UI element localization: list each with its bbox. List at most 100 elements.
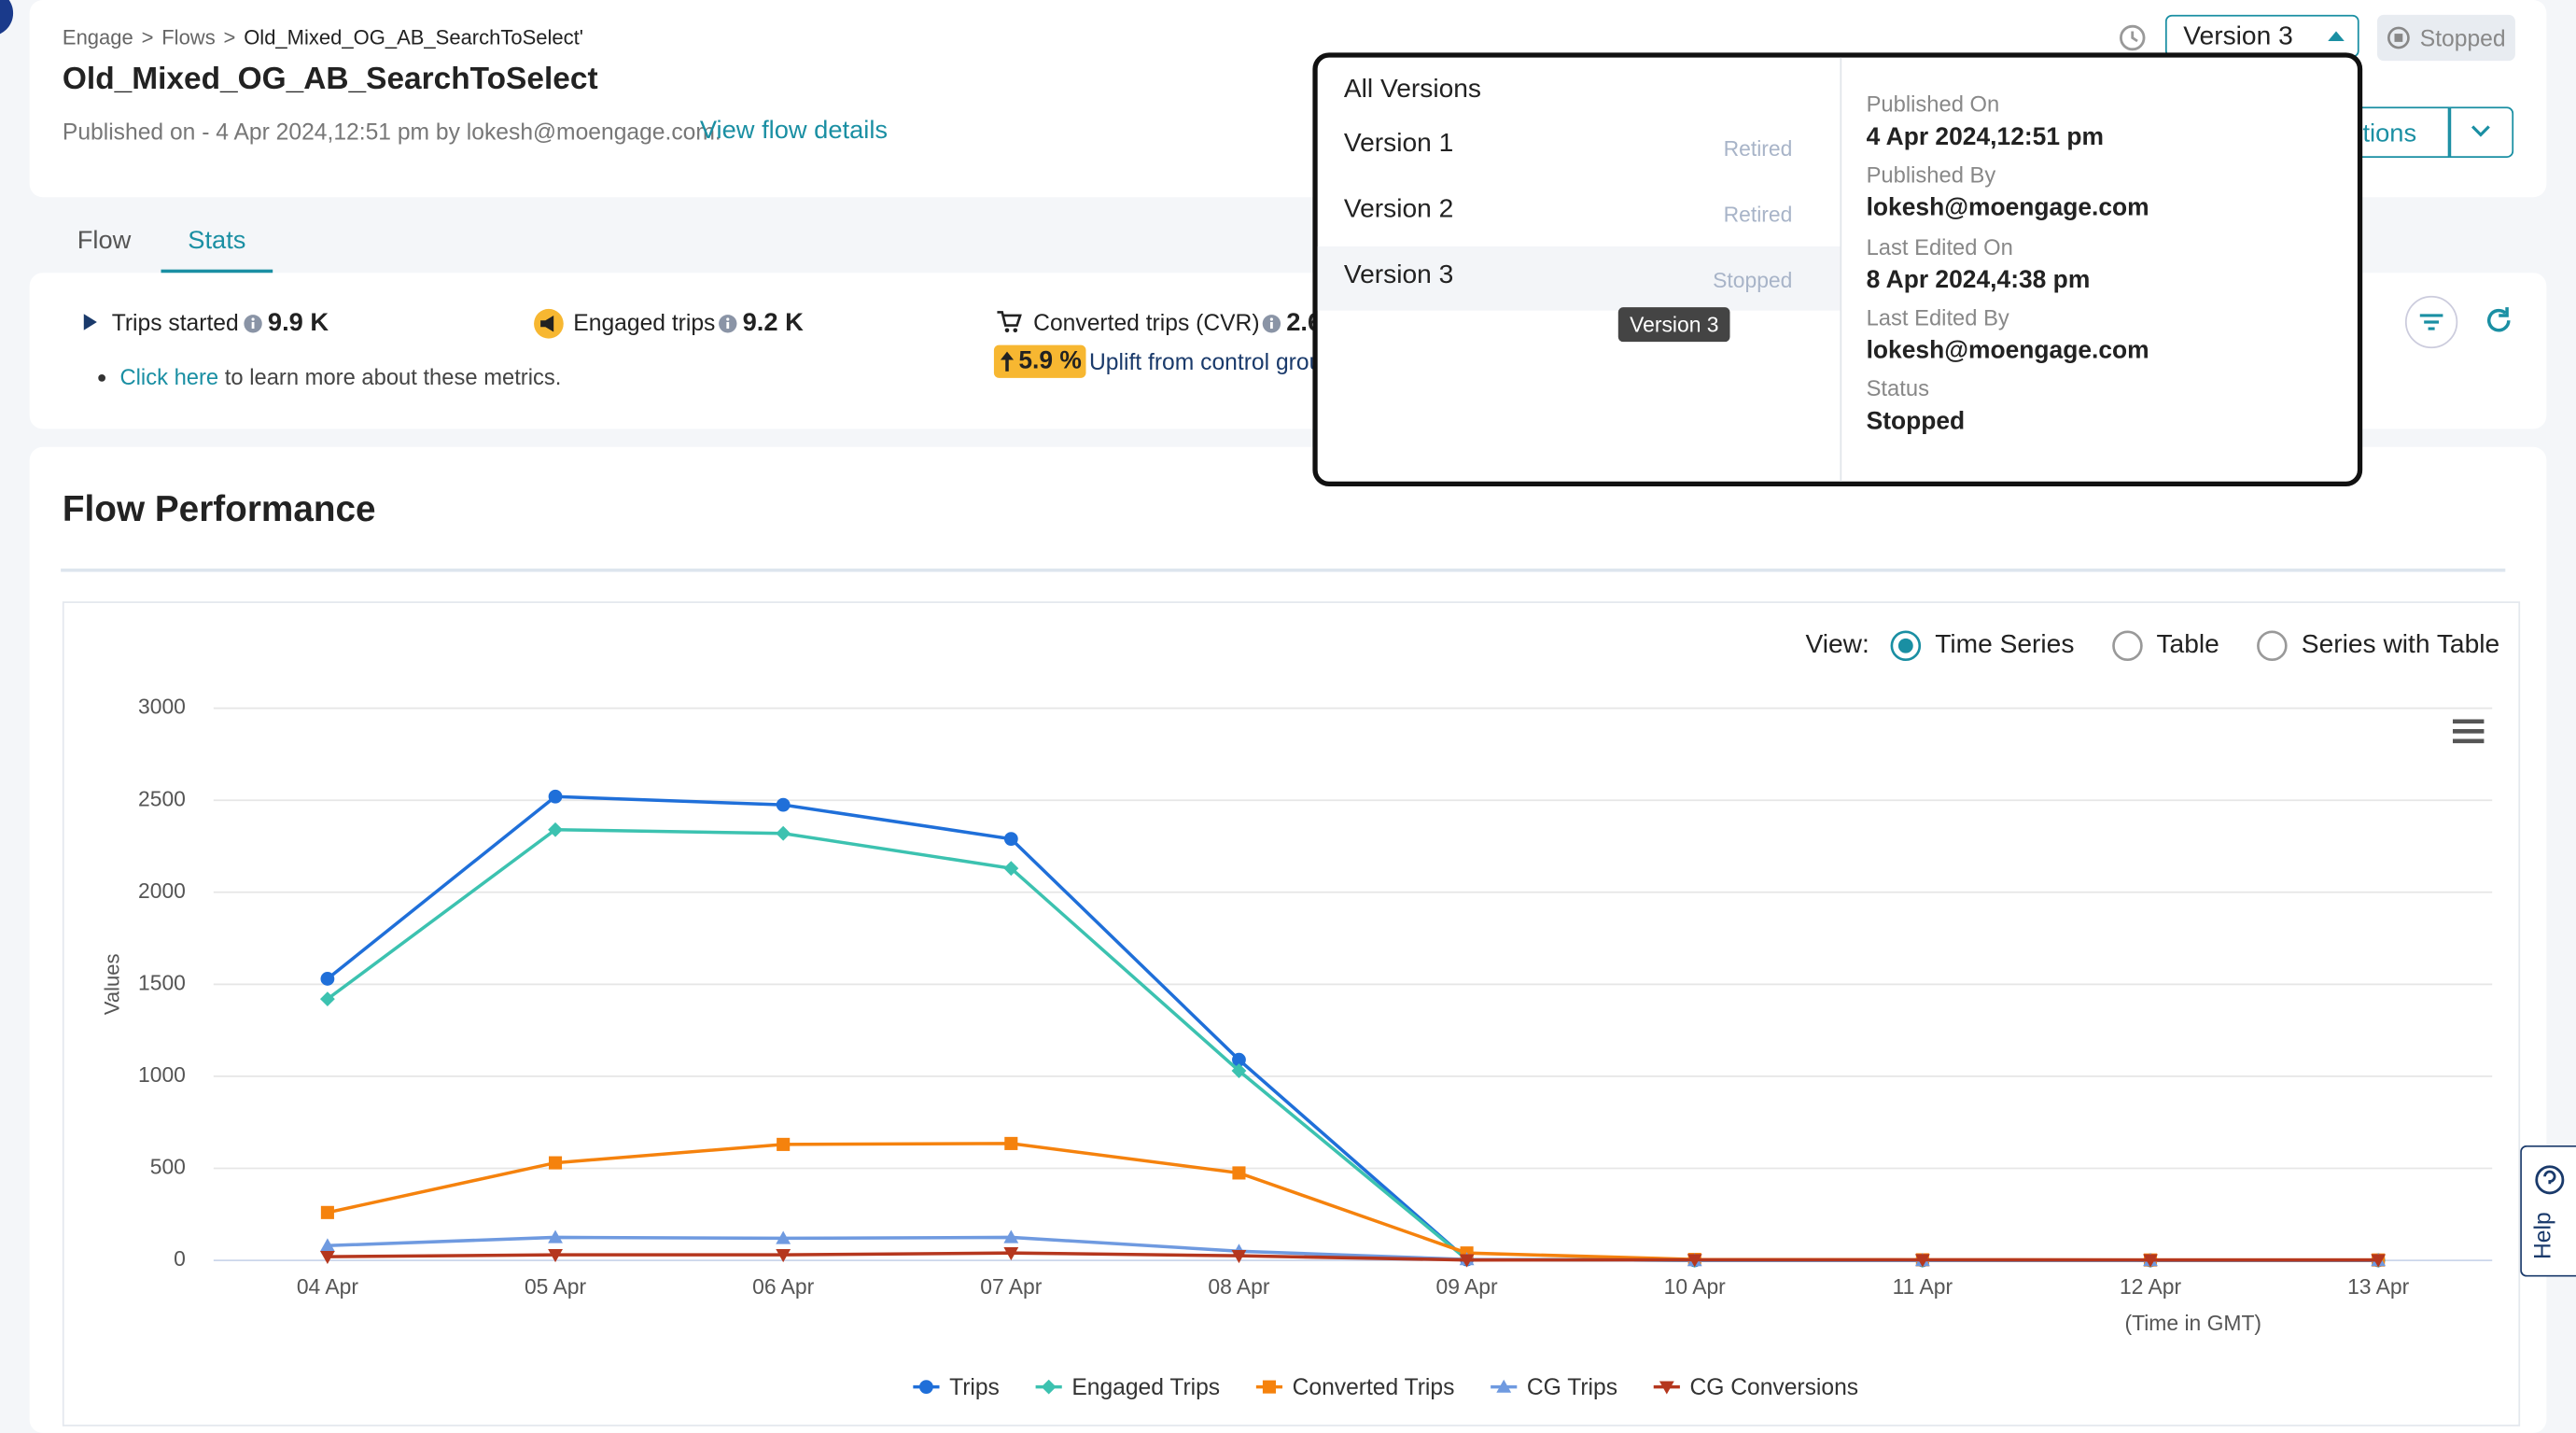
filter-button[interactable] <box>2403 294 2459 350</box>
view-option-label: Time Series <box>1935 630 2075 659</box>
popup-divider <box>1840 57 1842 482</box>
caret-icon <box>2471 125 2490 137</box>
version-select-text: Version 3 <box>2183 22 2293 51</box>
version-name[interactable]: Version 2 <box>1343 195 1454 224</box>
view-option[interactable]: Table <box>2110 629 2219 662</box>
marker <box>548 822 563 837</box>
version-popup: All Versions Version 1 Retired Version 2 Re… <box>1312 52 2363 487</box>
detail-label: Published On <box>1866 91 2000 117</box>
view-option[interactable]: Time Series <box>1889 629 2074 662</box>
help-text: Help <box>2528 1212 2555 1260</box>
breadcrumb-item: Old_Mixed_OG_AB_SearchToSelect' <box>244 26 583 49</box>
marker <box>777 1137 791 1151</box>
view-details-link[interactable]: View flow details <box>699 116 889 145</box>
stop-icon <box>2387 26 2410 49</box>
line <box>326 794 2379 1262</box>
breadcrumb-item[interactable]: Engage <box>62 26 133 49</box>
radio <box>2111 630 2143 662</box>
info-icon <box>719 315 737 333</box>
bullet <box>98 373 106 382</box>
history-icon[interactable] <box>2114 20 2150 56</box>
play-icon <box>83 314 97 330</box>
marker <box>548 1229 563 1243</box>
legend-item[interactable]: Trips <box>913 1375 1000 1400</box>
x-tick-label: 07 Apr <box>980 1274 1043 1299</box>
detail-value: lokesh@moengage.com <box>1866 336 2149 365</box>
marker <box>1496 1379 1512 1393</box>
x-tick-label: 09 Apr <box>1436 1274 1499 1299</box>
legend-label: CG Trips <box>1527 1375 1617 1400</box>
caret <box>2328 31 2345 42</box>
version-name[interactable]: Version 1 <box>1343 130 1454 158</box>
marker <box>2143 1254 2158 1268</box>
detail-label: Last Edited On <box>1866 233 2013 260</box>
stat-value: 9.9 K <box>267 308 329 337</box>
version-status: Retired <box>1723 202 1793 227</box>
y-tick-label: 2000 <box>138 878 186 903</box>
marker <box>1003 832 1018 847</box>
x-tick-label: 04 Apr <box>297 1274 359 1299</box>
uplift-label: Uplift from control group <box>1089 348 1335 375</box>
megaphone-icon <box>534 308 564 339</box>
legend-item[interactable]: Converted Trips <box>1255 1375 1455 1400</box>
y-tick-label: 1500 <box>138 970 186 994</box>
view-option[interactable]: Series with Table <box>2256 629 2500 662</box>
tab-stats[interactable]: Stats <box>161 227 273 274</box>
help-tab[interactable]: Help <box>2520 1145 2576 1277</box>
series <box>320 789 2386 1268</box>
line <box>327 1251 2379 1262</box>
version-name[interactable]: Version 3 <box>1343 260 1454 289</box>
chart-menu[interactable] <box>2451 718 2487 744</box>
refresh-button[interactable] <box>2481 302 2517 339</box>
marker <box>1231 1249 1247 1264</box>
breadcrumb-separator: > <box>223 26 236 49</box>
breadcrumb-item[interactable]: Flows <box>161 26 216 49</box>
detail-value: 4 Apr 2024,12:51 pm <box>1866 123 2104 151</box>
marker <box>320 1205 334 1219</box>
x-tick-label: 13 Apr <box>2347 1274 2410 1299</box>
avatar-edge <box>0 0 14 35</box>
version-status: Retired <box>1723 136 1793 162</box>
stat-label: Engaged trips <box>573 308 716 336</box>
y-axis-title: Values <box>100 954 123 1016</box>
published-info: Published on - 4 Apr 2024,12:51 pm by lo… <box>62 118 721 145</box>
marker <box>1004 1136 1018 1150</box>
legend-item[interactable]: CG Conversions <box>1653 1375 1858 1400</box>
detail-value: Stopped <box>1866 407 1966 436</box>
help-icon <box>2535 1165 2565 1195</box>
up-arrow <box>1000 351 1015 372</box>
marker <box>1232 1052 1246 1067</box>
x-tick-label: 05 Apr <box>525 1274 587 1299</box>
y-tick-label: 2500 <box>138 786 186 810</box>
all-versions[interactable]: All Versions <box>1343 75 1481 104</box>
view-option-label: Series with Table <box>2301 630 2500 659</box>
marker <box>776 797 791 812</box>
row-highlight <box>1317 246 1841 311</box>
version-status: Stopped <box>1713 267 1793 293</box>
series <box>320 1136 2386 1267</box>
x-tick-label: 10 Apr <box>1664 1274 1727 1299</box>
marker <box>319 1250 335 1265</box>
view-option-label: Table <box>2156 630 2219 659</box>
detail-label: Last Edited By <box>1866 305 2009 330</box>
note-link[interactable]: Click here <box>119 364 219 390</box>
x-axis-title: (Time in GMT) <box>2124 1311 2261 1335</box>
stat-value: 9.2 K <box>742 308 804 337</box>
actions-caret[interactable] <box>2449 106 2514 158</box>
marker <box>1687 1254 1702 1268</box>
marker <box>548 1248 563 1263</box>
status-button[interactable]: Stopped <box>2377 14 2515 62</box>
y-tick-label: 1000 <box>138 1062 186 1087</box>
marker <box>1914 1254 1930 1268</box>
radio <box>1890 630 1921 662</box>
cart-icon <box>997 311 1022 333</box>
tab-flow[interactable]: Flow <box>77 226 132 255</box>
series <box>319 822 2387 1268</box>
marker <box>1232 1166 1246 1180</box>
marker <box>1041 1379 1057 1395</box>
legend-item[interactable]: CG Trips <box>1491 1375 1617 1400</box>
legend-item[interactable]: Engaged Trips <box>1035 1375 1221 1400</box>
detail-label: Status <box>1866 376 1929 401</box>
